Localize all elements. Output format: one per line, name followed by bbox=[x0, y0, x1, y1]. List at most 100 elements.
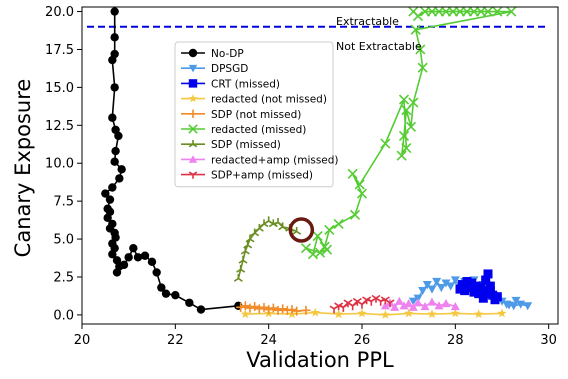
data-point bbox=[233, 273, 243, 282]
data-point bbox=[348, 302, 358, 311]
y-tick-label: 0.0 bbox=[53, 308, 74, 323]
data-point bbox=[108, 55, 117, 65]
data-point bbox=[366, 297, 376, 306]
legend-marker bbox=[188, 94, 198, 103]
data-point bbox=[441, 279, 451, 288]
data-point bbox=[357, 300, 367, 309]
data-point bbox=[352, 297, 362, 306]
data-point bbox=[464, 283, 474, 293]
data-point bbox=[240, 301, 250, 311]
data-point bbox=[485, 286, 495, 296]
data-point bbox=[310, 307, 320, 317]
legend-label: SDP (not missed) bbox=[211, 109, 301, 121]
y-tick-label: 2.5 bbox=[53, 270, 74, 285]
data-point bbox=[413, 298, 423, 307]
data-point bbox=[245, 234, 255, 243]
data-point bbox=[394, 296, 404, 305]
data-point bbox=[338, 303, 348, 312]
y-tick-label: 5.0 bbox=[53, 233, 74, 248]
data-point bbox=[410, 24, 421, 35]
data-point bbox=[329, 305, 339, 314]
data-point bbox=[455, 284, 465, 294]
data-point bbox=[483, 269, 493, 279]
data-point bbox=[314, 247, 326, 258]
data-point bbox=[492, 292, 502, 302]
x-tick-label: 20 bbox=[74, 333, 91, 348]
legend-entry-7: redacted+amp (missed) bbox=[181, 154, 339, 166]
data-point bbox=[300, 243, 312, 254]
data-point bbox=[478, 293, 488, 303]
legend-marker bbox=[188, 64, 198, 73]
data-point bbox=[114, 131, 123, 141]
data-point bbox=[108, 183, 117, 192]
series-7 bbox=[380, 296, 460, 311]
legend-entry-0: No-DP bbox=[181, 48, 244, 60]
data-point bbox=[245, 303, 255, 313]
highlight-circle bbox=[288, 217, 315, 243]
x-tick-label: 26 bbox=[354, 333, 371, 348]
data-point bbox=[347, 168, 358, 179]
data-point bbox=[481, 275, 491, 285]
legend-label: SDP+amp (missed) bbox=[211, 170, 313, 182]
data-point bbox=[401, 142, 412, 154]
data-point bbox=[157, 283, 166, 292]
data-point bbox=[482, 6, 494, 17]
axes-layer: 20 22 24 26 28 30 0.0 2.5 5.0 7.5 10.0 12.5 15.0 17.5… bbox=[45, 5, 559, 348]
data-point bbox=[196, 305, 206, 314]
x-tick-label: 30 bbox=[540, 333, 557, 348]
data-point bbox=[380, 138, 391, 149]
data-point bbox=[422, 280, 432, 290]
data-point bbox=[408, 297, 418, 306]
data-point bbox=[371, 294, 381, 303]
data-point bbox=[349, 209, 361, 220]
y-tick-label: 15.0 bbox=[45, 81, 74, 96]
data-point bbox=[240, 309, 250, 319]
data-point bbox=[250, 302, 260, 312]
data-point bbox=[462, 277, 472, 287]
data-point bbox=[399, 301, 409, 310]
data-point bbox=[119, 260, 129, 270]
y-tick-label: 7.5 bbox=[53, 195, 74, 210]
data-point bbox=[511, 296, 521, 305]
data-point bbox=[380, 301, 390, 310]
legend-marker bbox=[188, 48, 198, 58]
x-tick-label: 22 bbox=[167, 333, 184, 348]
data-point bbox=[105, 195, 115, 204]
legend-label: CRT (missed) bbox=[211, 78, 280, 90]
legend-label: redacted (not missed) bbox=[211, 94, 327, 106]
series-2 bbox=[455, 269, 502, 305]
data-point bbox=[401, 105, 412, 116]
data-point bbox=[133, 253, 143, 262]
data-point bbox=[254, 223, 264, 232]
data-point bbox=[434, 301, 444, 310]
legend-box bbox=[174, 41, 334, 188]
data-point bbox=[405, 121, 417, 132]
data-point bbox=[264, 216, 274, 225]
data-point bbox=[390, 302, 400, 311]
data-point bbox=[460, 286, 470, 296]
data-point bbox=[474, 309, 484, 319]
data-point bbox=[380, 309, 390, 319]
data-point bbox=[140, 251, 150, 260]
y-tick-label: 20.0 bbox=[45, 5, 74, 20]
series-8 bbox=[329, 294, 395, 314]
data-point bbox=[380, 296, 390, 305]
data-point bbox=[356, 188, 368, 199]
data-point bbox=[278, 222, 288, 231]
legend-entry-6: SDP (missed) bbox=[181, 139, 281, 151]
data-point bbox=[436, 283, 446, 293]
data-point bbox=[124, 253, 133, 262]
legend-entry-5: redacted (missed) bbox=[181, 124, 306, 136]
data-point bbox=[404, 299, 414, 308]
legend-marker bbox=[188, 79, 198, 88]
series-line bbox=[245, 311, 503, 316]
series-5 bbox=[300, 6, 517, 260]
y-tick-label: 17.5 bbox=[45, 43, 74, 58]
y-axis-label: Canary Exposure bbox=[11, 79, 35, 258]
data-point bbox=[171, 290, 180, 300]
data-point bbox=[110, 157, 119, 166]
data-point bbox=[110, 33, 119, 42]
data-point bbox=[111, 146, 120, 156]
legend-marker bbox=[188, 140, 198, 148]
legend-label: redacted (missed) bbox=[211, 124, 306, 136]
